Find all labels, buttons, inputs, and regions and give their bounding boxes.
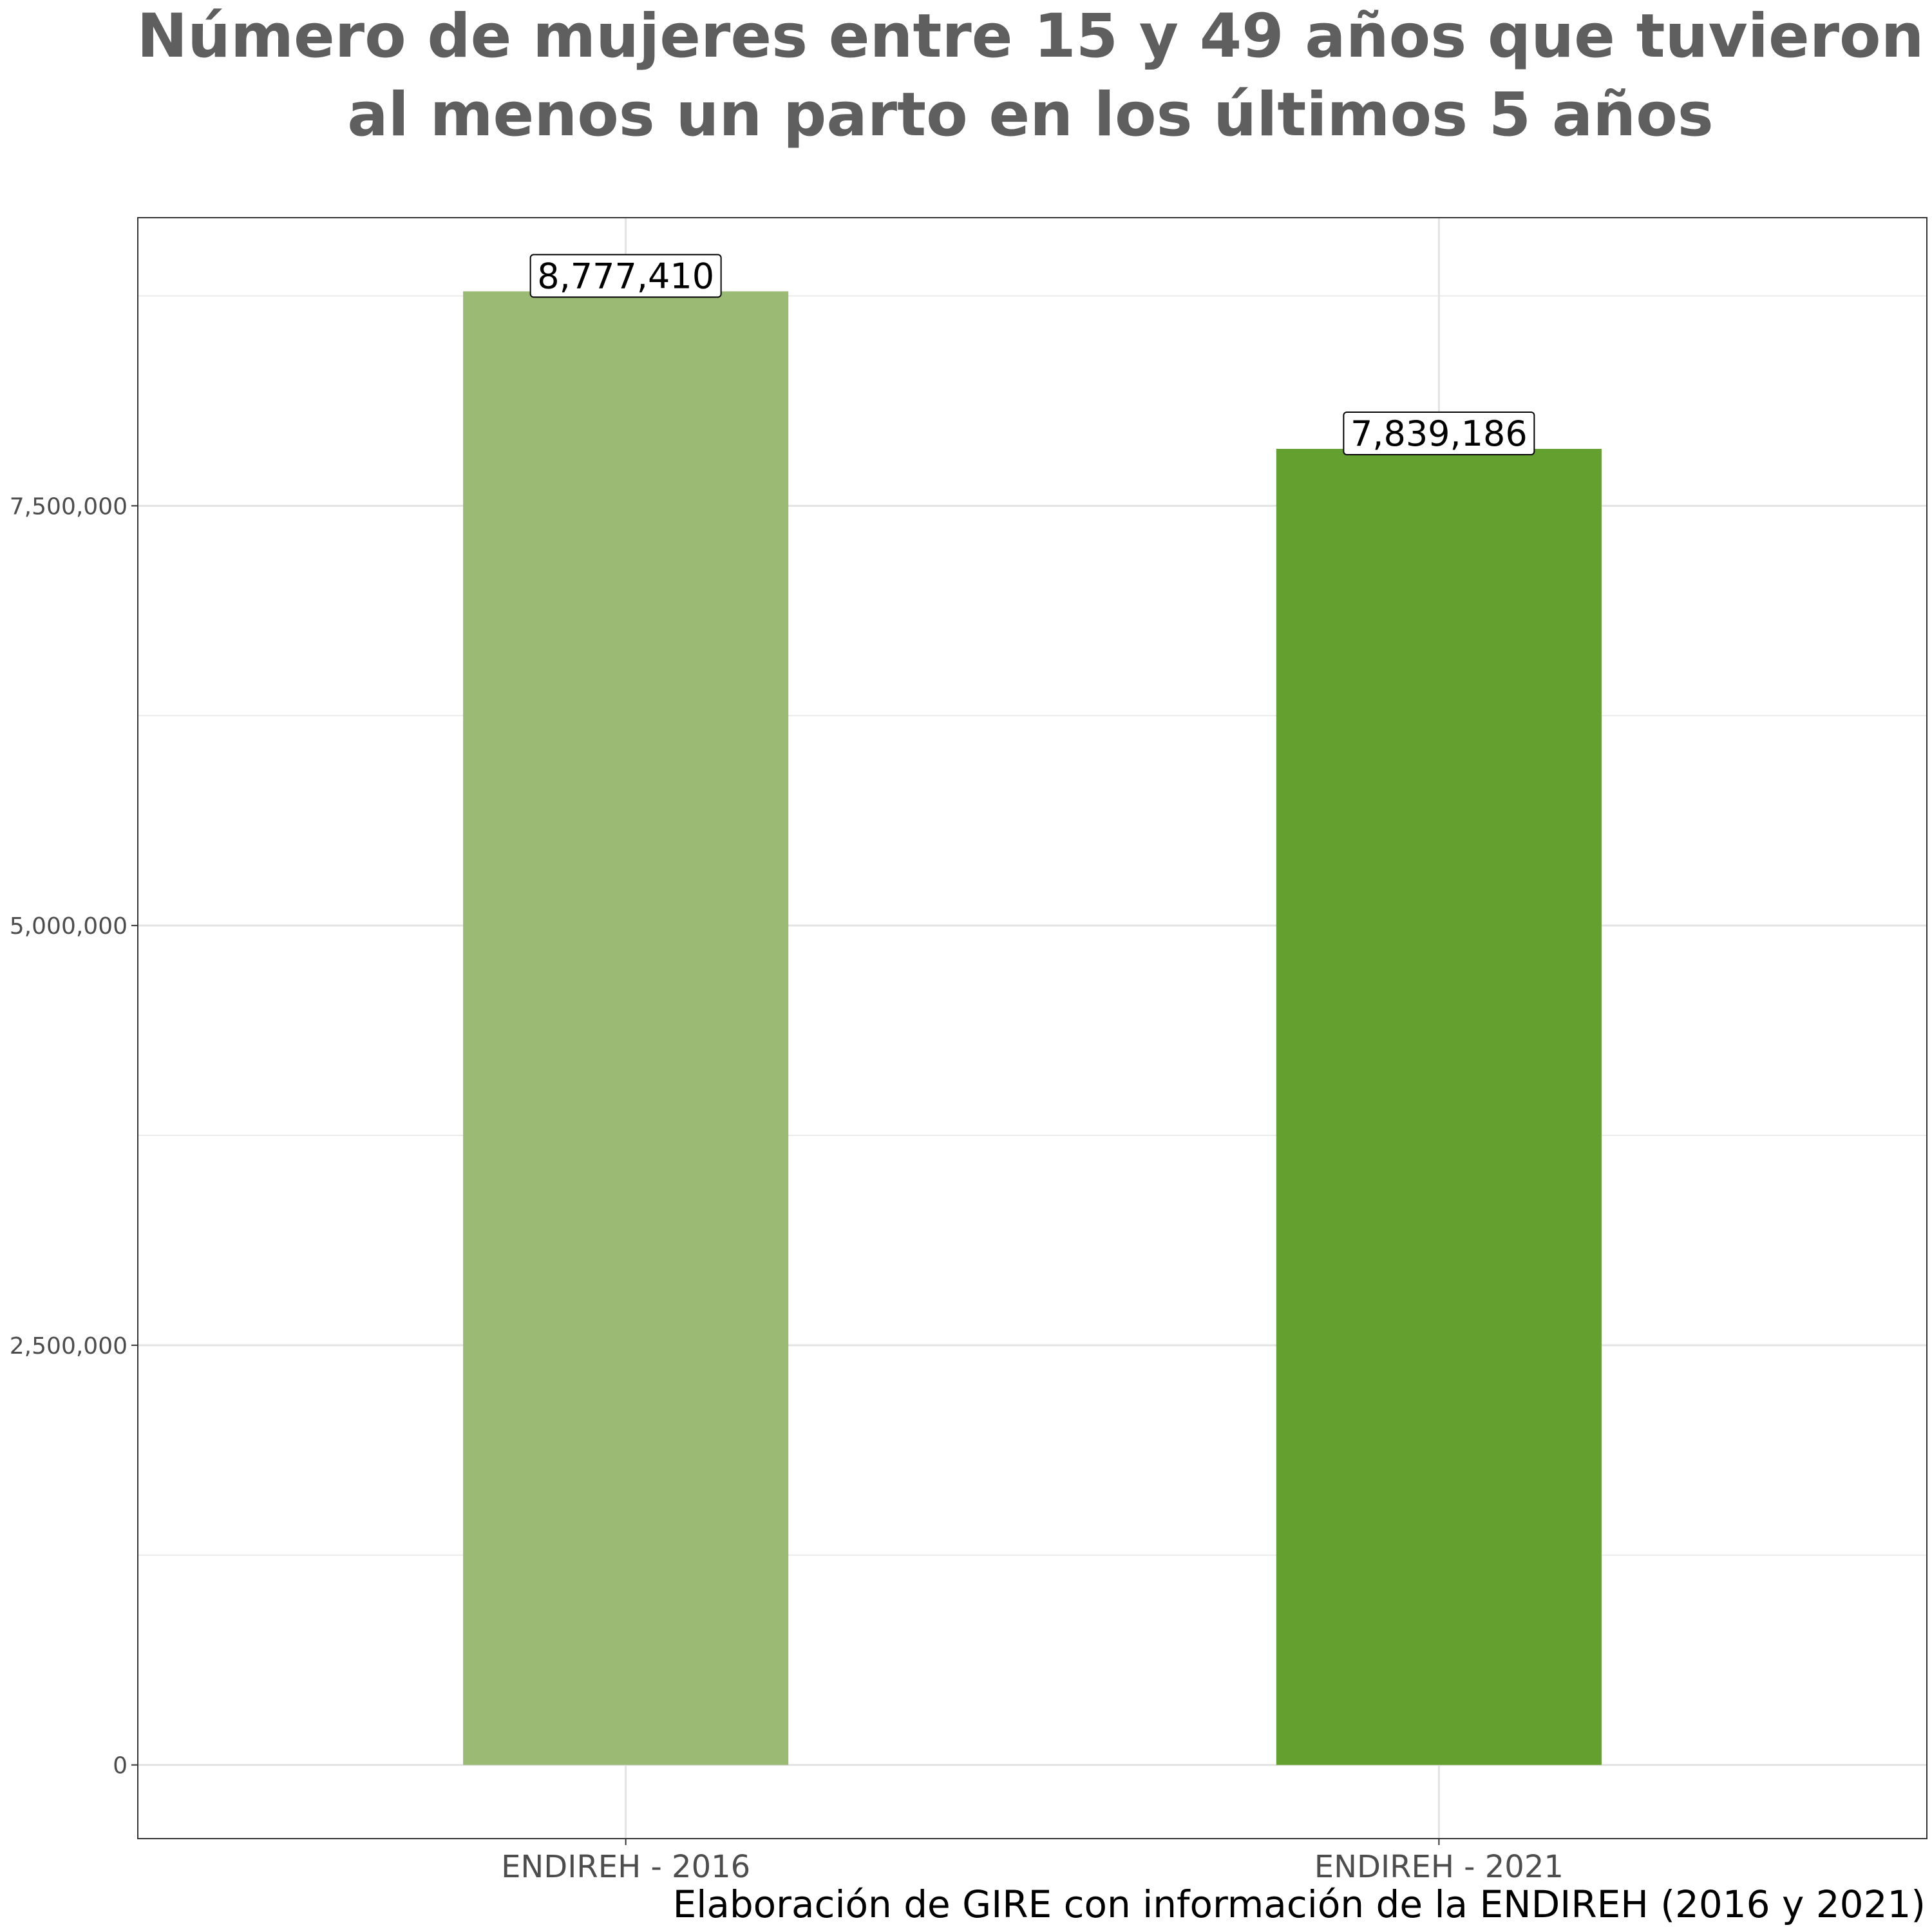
bar-0 xyxy=(463,291,789,1765)
plot-panel-border xyxy=(137,217,1927,1839)
bar-1 xyxy=(1276,448,1602,1765)
data-label-0: 8,777,410 xyxy=(529,254,722,298)
y-tick-label-2: 5,000,000 xyxy=(10,913,128,940)
data-label-value-1: 7,839,186 xyxy=(1350,413,1528,454)
x-tick-label-1: ENDIREH - 2021 xyxy=(1314,1849,1564,1885)
x-tick-label-0: ENDIREH - 2016 xyxy=(501,1849,750,1885)
chart-title-line-1: Número de mujeres entre 15 y 49 años que… xyxy=(137,1,1924,71)
chart-title-line-2: al menos un parto en los últimos 5 años xyxy=(347,80,1714,150)
chart-caption: Elaboración de GIRE con información de l… xyxy=(673,1882,1926,1926)
y-tick-label-0: 0 xyxy=(113,1753,128,1779)
y-tick-label-3: 7,500,000 xyxy=(10,493,128,520)
gridlines xyxy=(138,218,1927,1839)
y-tick-label-1: 2,500,000 xyxy=(10,1333,128,1359)
data-label-box-0 xyxy=(529,254,722,298)
data-label-1: 7,839,186 xyxy=(1343,411,1535,455)
data-labels: 8,777,410 7,839,186 xyxy=(529,254,1535,455)
axes: 0 2,500,000 5,000,000 7,500,000 ENDIREH - 20… xyxy=(10,493,1564,1885)
bars xyxy=(463,291,1602,1765)
data-label-box-1 xyxy=(1343,411,1535,455)
data-label-value-0: 8,777,410 xyxy=(537,256,714,296)
